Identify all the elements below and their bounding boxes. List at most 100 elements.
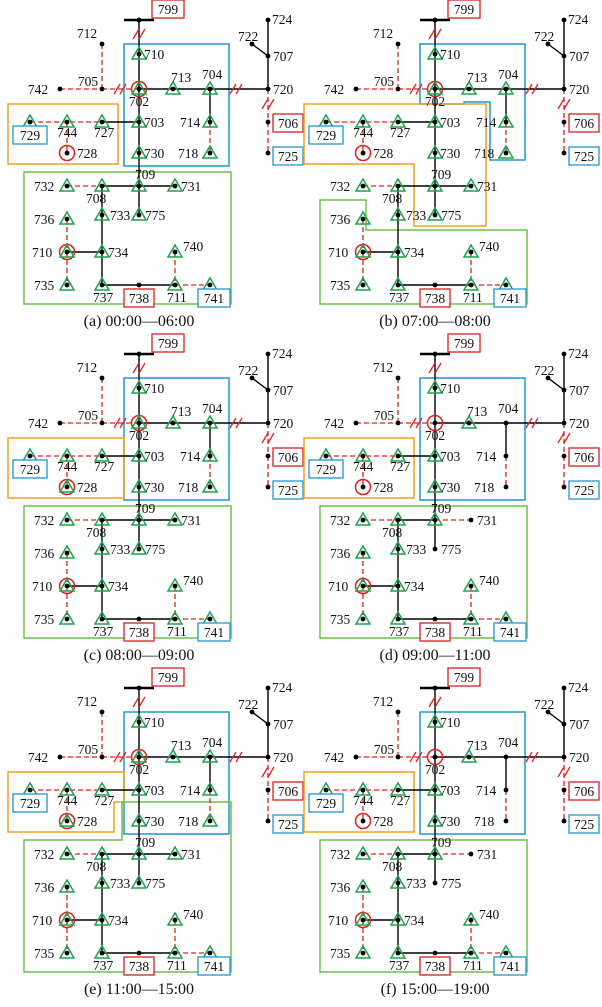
node-label: 710 [144, 715, 165, 730]
node-label: 709 [135, 167, 156, 182]
node-label: 734 [404, 579, 425, 594]
node-label: 727 [390, 125, 411, 140]
green-triangle-marker [354, 276, 372, 291]
green-triangle-marker [130, 80, 148, 95]
switch-slash-mark [119, 83, 127, 95]
node-label: 710 [328, 913, 349, 928]
switch-slash-mark [531, 83, 539, 95]
boxed-label-frame [151, 0, 185, 19]
node-label: 741 [204, 959, 224, 974]
bus-node [561, 787, 567, 793]
bus-node [561, 351, 567, 357]
bus-node [360, 119, 366, 125]
bus-node [561, 685, 567, 691]
green-triangle-marker [130, 144, 148, 159]
bus-node [561, 17, 567, 23]
green-triangle-marker [130, 713, 148, 728]
boxed-label-frame [419, 956, 451, 976]
node-label: 799 [158, 336, 179, 351]
bus-node [136, 754, 142, 760]
node-label: 725 [574, 149, 595, 164]
bus-node [136, 546, 142, 552]
green-triangle-marker [426, 478, 444, 493]
boxed-label-frame [568, 781, 600, 801]
bus-node [207, 453, 213, 459]
node-label: 734 [108, 245, 129, 260]
node-label: 740 [183, 907, 204, 922]
bus-node [99, 583, 105, 589]
bus-node [432, 282, 438, 288]
bus-node [432, 51, 438, 57]
node-label: 740 [479, 907, 500, 922]
node-label: 705 [374, 74, 395, 89]
bus-node [136, 950, 142, 956]
bus-node [207, 787, 213, 793]
green-triangle-marker [58, 812, 76, 827]
bus-node [207, 420, 213, 426]
node-label: 740 [479, 239, 500, 254]
bus-node [265, 754, 271, 760]
green-triangle-marker [93, 177, 111, 192]
node-label: 703 [440, 115, 461, 130]
bus-node [64, 550, 70, 556]
node-label: 714 [180, 115, 201, 130]
node-label: 799 [158, 670, 179, 685]
panel-caption: (d) 09:00—11:00 [380, 647, 491, 664]
node-label: 736 [34, 212, 55, 227]
bus-node [545, 709, 551, 715]
red-circle-marker [354, 144, 372, 162]
switch-slash-mark [409, 417, 417, 429]
green-triangle-marker [93, 845, 111, 860]
zone-orange-region [7, 771, 125, 833]
bus-node [265, 53, 271, 59]
bus-node [99, 420, 105, 426]
boxed-label-frame [447, 667, 481, 687]
bus-node [207, 754, 213, 760]
green-triangle-marker [389, 577, 407, 592]
node-label: 724 [272, 680, 293, 695]
green-triangle-marker [389, 781, 407, 796]
green-triangle-marker [130, 511, 148, 526]
green-triangle-marker [130, 478, 148, 493]
panel-e: 799 724 722 707 720 712 710 742 705 702 713 704 729 7… [7, 667, 304, 998]
bus-node [395, 282, 401, 288]
green-triangle-marker [166, 845, 184, 860]
node-label: 735 [330, 278, 351, 293]
bus-node [503, 119, 509, 125]
bus-node [468, 183, 474, 189]
green-triangle-marker [462, 276, 480, 291]
zone-blue-region [419, 377, 526, 501]
node-label: 728 [373, 146, 394, 161]
node-label: 712 [77, 26, 97, 41]
node-label: 734 [108, 913, 129, 928]
boxed-label-frame [568, 146, 600, 166]
switch-slash-mark [434, 362, 442, 374]
green-triangle-marker [389, 447, 407, 462]
bus-node [265, 420, 271, 426]
node-label: 709 [431, 835, 452, 850]
bus-node [172, 183, 178, 189]
bus-node [57, 754, 63, 760]
green-triangle-marker [462, 243, 480, 258]
node-label: 730 [440, 814, 461, 829]
green-triangle-marker [389, 113, 407, 128]
bus-node [64, 484, 70, 490]
node-label: 728 [77, 480, 98, 495]
bus-node [395, 583, 401, 589]
switch-slash-mark [415, 417, 423, 429]
green-triangle-marker [354, 944, 372, 959]
node-label: 731 [477, 847, 497, 862]
bus-node [561, 818, 567, 824]
bus-node [432, 950, 438, 956]
bus-node [207, 150, 213, 156]
green-triangle-marker [462, 577, 480, 592]
bus-node [27, 453, 33, 459]
bus-node [432, 150, 438, 156]
node-label: 712 [373, 360, 393, 375]
bus-node [432, 385, 438, 391]
node-label: 713 [467, 738, 488, 753]
node-label: 799 [454, 336, 475, 351]
bus-node [265, 484, 271, 490]
boxed-label-frame [197, 622, 231, 642]
zone-orange-region [303, 771, 415, 833]
